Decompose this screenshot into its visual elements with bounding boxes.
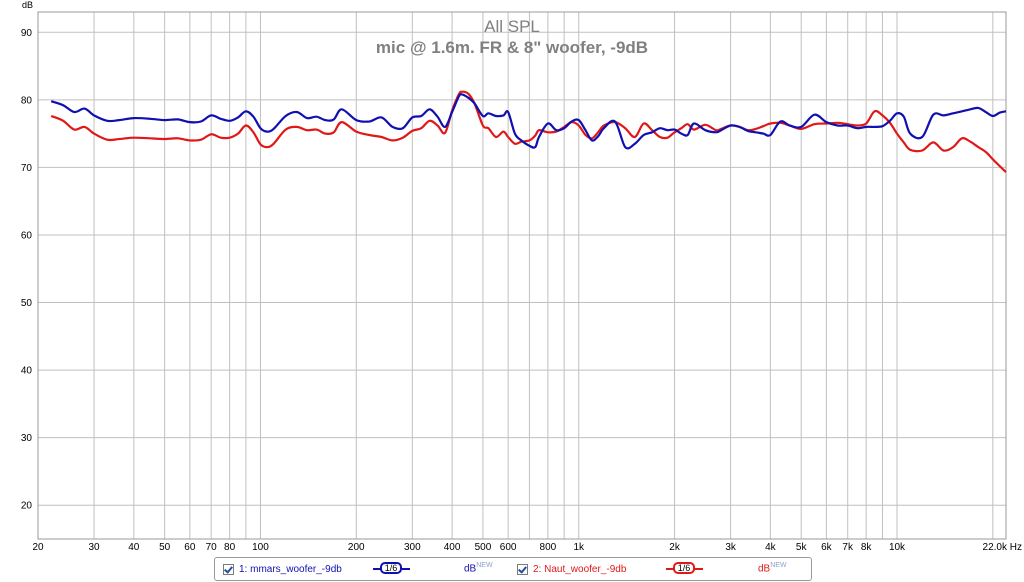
x-tick-label: 60 (184, 542, 196, 553)
x-tick-label: 80 (224, 542, 236, 553)
grid-layer (37, 12, 1006, 539)
checkbox-series-1[interactable] (223, 563, 234, 575)
legend-item-2[interactable]: 2: Naut_woofer_-9db (517, 561, 626, 577)
y-tick-label: 70 (21, 163, 33, 174)
x-tick-label: 1k (573, 542, 585, 553)
y-axis-label: dB (22, 0, 33, 10)
legend-item-1[interactable]: 1: mmars_woofer_-9db (223, 561, 342, 577)
checkbox-series-2[interactable] (517, 563, 528, 575)
y-tick-label: 80 (21, 95, 33, 106)
x-tick-label: 7k (842, 542, 854, 553)
x-tick-label: 300 (404, 542, 421, 553)
y-tick-labels: 20 30 40 50 60 70 80 90 (21, 28, 33, 512)
series-2-line-stub-right (695, 568, 703, 570)
x-tick-label: 5k (796, 542, 808, 553)
y-tick-label: 90 (21, 28, 33, 39)
x-tick-label: 400 (444, 542, 461, 553)
unit-selector-2[interactable]: dBNEW (758, 562, 787, 574)
legend-bar: 1: mmars_woofer_-9db 1/6 dBNEW 2: Naut_w… (214, 557, 812, 581)
legend-label-2: 2: Naut_woofer_-9db (533, 563, 627, 575)
series-line-2 (50, 90, 1007, 173)
unit-label-1: dB (464, 563, 477, 575)
y-tick-label: 30 (21, 433, 33, 444)
x-tick-label: 100 (252, 542, 269, 553)
x-tick-label: 30 (88, 542, 100, 553)
unit-sup-1: NEW (476, 562, 493, 569)
x-tick-label: 10k (889, 542, 906, 553)
x-tick-label: 3k (725, 542, 737, 553)
series-1-line-stub-right (402, 568, 410, 570)
x-tick-label: 600 (500, 542, 517, 553)
x-tick-label: 6k (821, 542, 833, 553)
x-tick-label: 2k (669, 542, 681, 553)
x-tick-label: 22.0k Hz (983, 542, 1022, 553)
x-tick-label: 200 (348, 542, 365, 553)
series-2-line-stub-left (666, 568, 674, 570)
x-tick-label: 70 (206, 542, 218, 553)
plot-frame (37, 11, 1007, 540)
legend-label-1: 1: mmars_woofer_-9db (239, 563, 342, 575)
smoothing-button-2[interactable]: 1/6 (673, 562, 695, 574)
unit-label-2: dB (758, 563, 771, 575)
spl-chart: dB All SPL mic @ 1.6m. FR & 8" woofer, -… (21, 0, 1022, 553)
chart-title: All SPL (484, 17, 540, 36)
unit-sup-2: NEW (770, 562, 787, 569)
series-layer (50, 90, 1007, 173)
x-tick-label: 500 (475, 542, 492, 553)
unit-selector-1[interactable]: dBNEW (464, 562, 493, 574)
y-tick-label: 60 (21, 230, 33, 241)
y-tick-label: 40 (21, 366, 33, 377)
x-tick-labels: 20 30 40 50 60 70 80 100 200 300 400 500 600 800 1k 2k 3… (32, 542, 1022, 553)
x-tick-label: 50 (159, 542, 171, 553)
y-tick-label: 50 (21, 298, 33, 309)
x-tick-label: 8k (861, 542, 873, 553)
x-tick-label: 20 (32, 542, 44, 553)
y-tick-label: 20 (21, 501, 33, 512)
x-tick-label: 4k (765, 542, 777, 553)
series-line-1 (50, 93, 1007, 150)
x-tick-label: 40 (128, 542, 140, 553)
smoothing-button-1[interactable]: 1/6 (380, 562, 402, 574)
series-1-line-stub-left (373, 568, 381, 570)
x-tick-label: 800 (540, 542, 557, 553)
chart-subtitle: mic @ 1.6m. FR & 8" woofer, -9dB (376, 38, 648, 57)
